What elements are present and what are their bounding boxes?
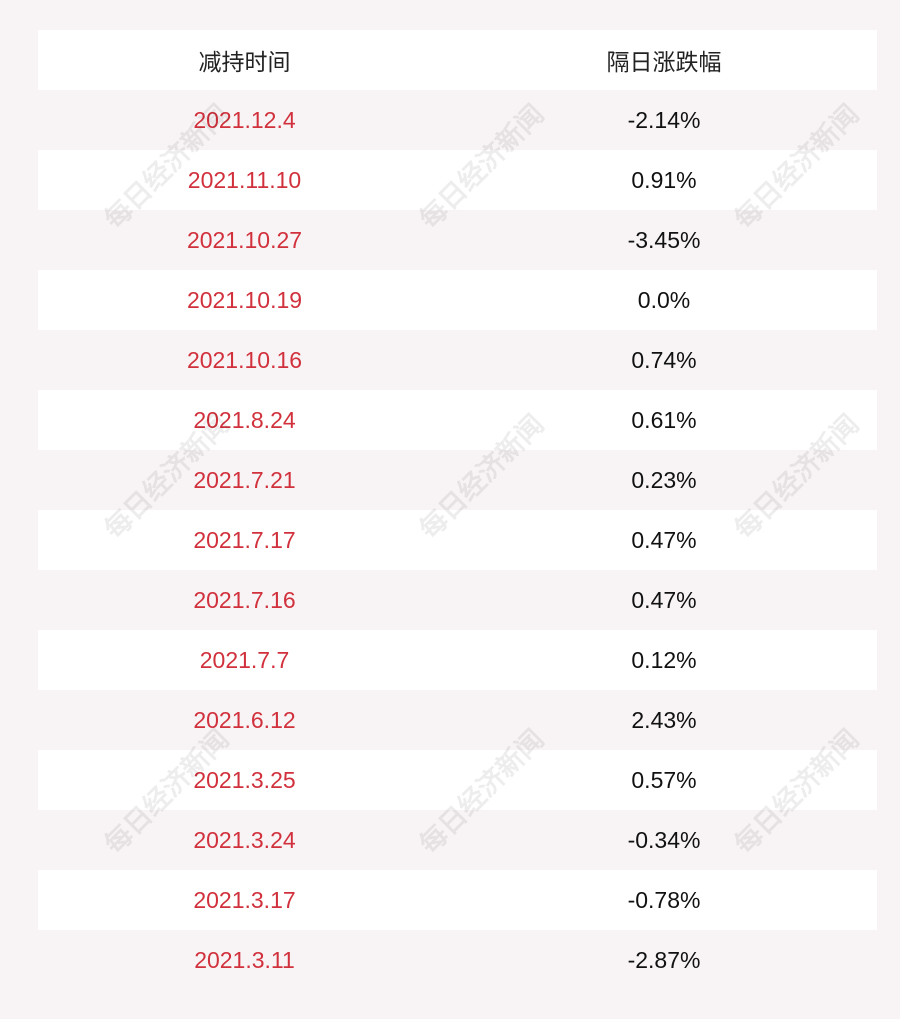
change-cell: -0.34% <box>627 826 701 853</box>
table-row: 2021.7.17 0.47% <box>38 510 877 570</box>
change-cell: 0.0% <box>637 286 691 313</box>
change-cell: -0.78% <box>627 886 701 913</box>
change-cell: 0.91% <box>631 166 697 193</box>
date-cell: 2021.6.12 <box>193 706 296 733</box>
table-row: 2021.7.7 0.12% <box>38 630 877 690</box>
date-cell: 2021.3.11 <box>194 946 295 973</box>
change-cell: -2.87% <box>627 946 701 973</box>
date-cell: 2021.3.25 <box>193 766 296 793</box>
date-cell: 2021.3.17 <box>193 886 296 913</box>
table: 减持时间 隔日涨跌幅 2021.12.4 -2.14% 2021.11.10 0.91… <box>38 30 877 990</box>
date-cell: 2021.7.21 <box>193 466 296 493</box>
table-row: 2021.3.11 -2.87% <box>38 930 877 990</box>
table-row: 2021.8.24 0.61% <box>38 390 877 450</box>
table-row: 2021.3.17 -0.78% <box>38 870 877 930</box>
change-cell: 0.74% <box>631 346 697 373</box>
header-row: 减持时间 隔日涨跌幅 <box>38 30 877 90</box>
change-cell: 0.57% <box>631 766 697 793</box>
table-row: 2021.7.16 0.47% <box>38 570 877 630</box>
change-cell: -3.45% <box>627 226 701 253</box>
change-cell: 0.61% <box>631 406 697 433</box>
change-cell: 0.47% <box>631 526 697 553</box>
date-cell: 2021.7.17 <box>193 526 296 553</box>
table-row: 2021.6.12 2.43% <box>38 690 877 750</box>
date-cell: 2021.10.16 <box>186 346 303 373</box>
change-cell: 0.23% <box>631 466 697 493</box>
table-row: 2021.10.19 0.0% <box>38 270 877 330</box>
table-row: 2021.11.10 0.91% <box>38 150 877 210</box>
header-cell: 减持时间 <box>198 49 291 75</box>
change-cell: 2.43% <box>631 706 697 733</box>
date-cell: 2021.10.27 <box>186 226 303 253</box>
date-cell: 2021.3.24 <box>193 826 296 853</box>
table-row: 2021.10.16 0.74% <box>38 330 877 390</box>
header-cell: 隔日涨跌幅 <box>606 49 722 75</box>
date-cell: 2021.7.16 <box>193 586 296 613</box>
change-cell: 0.47% <box>631 586 697 613</box>
table-row: 2021.3.24 -0.34% <box>38 810 877 870</box>
table-row: 2021.12.4 -2.14% <box>38 90 877 150</box>
date-cell: 2021.10.19 <box>186 286 303 313</box>
date-cell: 2021.11.10 <box>187 166 302 193</box>
table-row: 2021.7.21 0.23% <box>38 450 877 510</box>
table-row: 2021.10.27 -3.45% <box>38 210 877 270</box>
date-cell: 2021.12.4 <box>193 106 296 133</box>
change-cell: -2.14% <box>627 106 701 133</box>
date-cell: 2021.7.7 <box>199 646 290 673</box>
table-row: 2021.3.25 0.57% <box>38 750 877 810</box>
change-cell: 0.12% <box>631 646 697 673</box>
date-cell: 2021.8.24 <box>193 406 296 433</box>
